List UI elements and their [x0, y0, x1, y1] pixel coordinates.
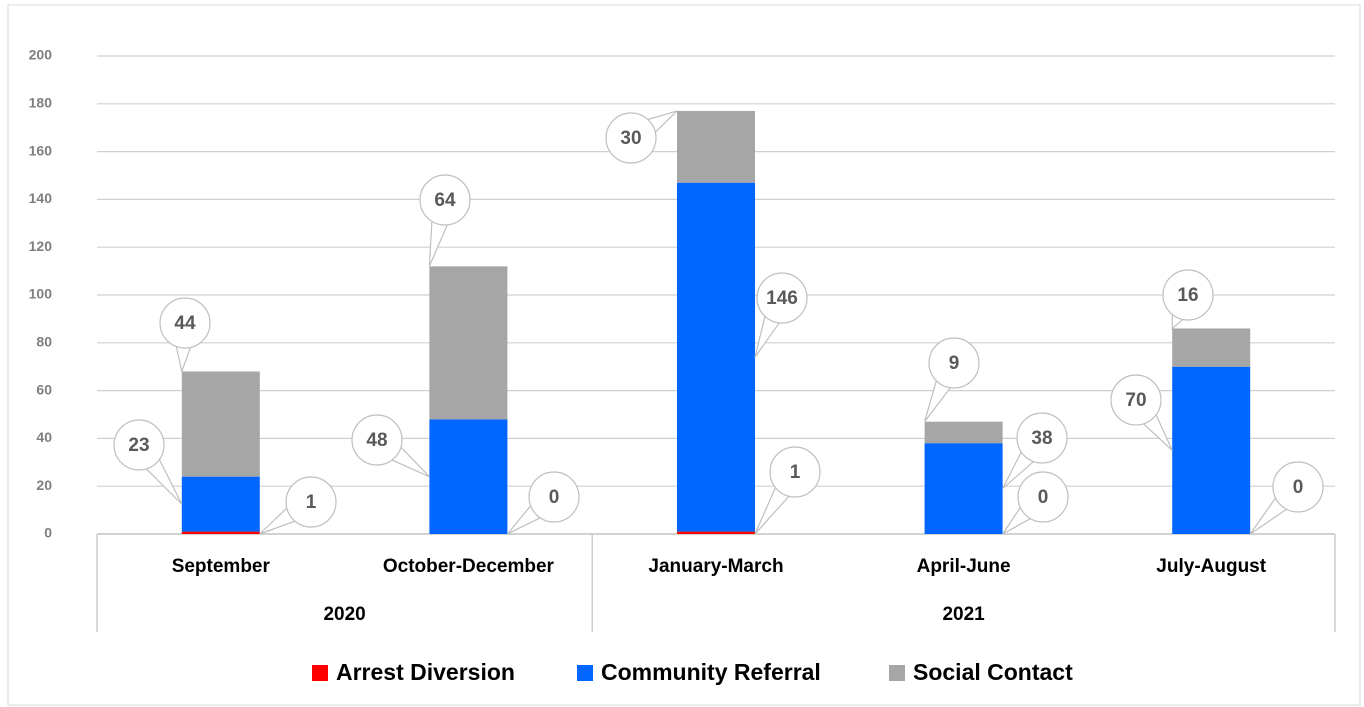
bar-segment	[181, 476, 260, 532]
data-label: 1	[306, 492, 317, 513]
callout-join	[174, 338, 193, 343]
bar-segment	[924, 443, 1003, 534]
data-label: 23	[128, 435, 149, 456]
x-tick-label: October-December	[383, 556, 555, 577]
y-tick-label: 80	[36, 334, 52, 350]
x-tick-label: April-June	[917, 556, 1011, 577]
legend-label: Social Contact	[913, 659, 1073, 685]
y-tick-label: 160	[29, 142, 53, 158]
callout-join	[640, 120, 652, 138]
data-label: 64	[434, 190, 456, 211]
callout-join	[533, 499, 548, 516]
y-tick-label: 100	[29, 286, 53, 302]
callout-join	[1278, 491, 1293, 507]
y-tick-label: 0	[44, 525, 52, 541]
data-label: 38	[1031, 428, 1052, 449]
data-label: 0	[1293, 477, 1304, 498]
y-tick-label: 120	[29, 238, 53, 254]
y-tick-label: 180	[29, 95, 53, 111]
callout-join	[384, 441, 398, 459]
y-tick-label: 20	[36, 477, 52, 493]
x-tick-label: January-March	[648, 556, 783, 577]
callout-join	[937, 373, 955, 385]
callout-join	[290, 502, 303, 520]
callout-join	[1022, 501, 1038, 517]
bar-segment	[181, 371, 260, 477]
bar-segment	[181, 531, 260, 534]
data-label: 48	[366, 430, 387, 451]
callout-join	[431, 213, 451, 221]
bar-segment	[924, 421, 1003, 444]
data-label: 0	[1038, 487, 1049, 508]
callout-join	[141, 452, 158, 466]
y-tick-label: 200	[29, 47, 53, 63]
y-tick-label: 140	[29, 190, 53, 206]
y-tick-label: 40	[36, 429, 52, 445]
legend-swatch	[312, 665, 328, 681]
bar-segment	[429, 266, 508, 420]
data-label: 70	[1125, 390, 1146, 411]
group-label: 2020	[323, 604, 365, 625]
data-label: 9	[949, 353, 960, 374]
data-label: 44	[174, 313, 196, 334]
bar-segment	[1172, 328, 1251, 367]
callout-join	[777, 480, 794, 493]
bar-segment	[429, 419, 508, 534]
data-label: 146	[766, 288, 798, 309]
data-label: 1	[790, 462, 801, 483]
callout-join	[1138, 407, 1155, 421]
legend-swatch	[577, 665, 593, 681]
bar-segment	[677, 110, 755, 183]
callout-join	[765, 308, 784, 320]
legend-label: Community Referral	[601, 659, 821, 685]
x-tick-label: July-August	[1156, 556, 1266, 577]
data-label: 30	[620, 128, 641, 149]
callout-bubble	[419, 174, 471, 226]
callout-bubble	[159, 297, 211, 349]
bar-segment	[677, 182, 755, 532]
data-label: 16	[1177, 285, 1198, 306]
group-label: 2021	[942, 604, 985, 625]
x-tick-label: September	[172, 556, 271, 577]
bar-segment	[677, 531, 755, 534]
data-label: 0	[549, 487, 560, 508]
callout-pointer	[428, 214, 451, 267]
chart-frame	[7, 4, 1361, 706]
legend-label: Arrest Diversion	[336, 659, 515, 685]
callout-join	[1171, 305, 1190, 317]
legend-swatch	[889, 665, 905, 681]
bar-segment	[1172, 366, 1251, 534]
y-tick-label: 60	[36, 381, 52, 397]
callout-join	[1023, 445, 1040, 459]
